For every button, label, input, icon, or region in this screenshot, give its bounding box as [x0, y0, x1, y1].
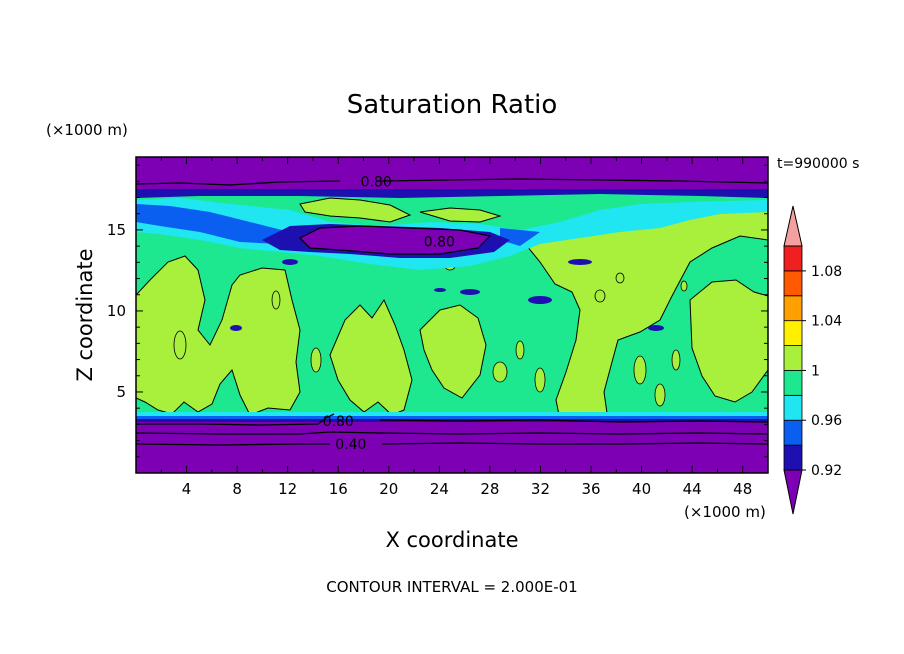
colorbar-segment: [783, 270, 803, 297]
colorbar-tick-label: 1.08: [811, 264, 842, 280]
small-cells: [173, 261, 688, 407]
colorbar-segment: [783, 370, 803, 396]
light-green-region: [419, 207, 502, 223]
colorbar-extend-low: [783, 469, 803, 515]
y-unit-label: (×1000 m): [46, 121, 128, 139]
x-tick-label: 8: [232, 480, 242, 498]
colorbar-segment: [783, 444, 803, 471]
contour-label: 0.80: [323, 414, 354, 430]
plot-area: [136, 157, 768, 473]
time-label: t=990000 s: [777, 156, 859, 172]
bottom-dry-layer: [136, 422, 768, 473]
contour-label: 0.80: [424, 234, 455, 250]
colorbar-tick-label: 0.92: [811, 463, 842, 479]
x-tick-label: 36: [581, 480, 600, 498]
light-green-region: [689, 279, 768, 403]
boundary-strip: [136, 416, 768, 419]
y-axis-ticks: 5 10 15: [107, 164, 768, 458]
top-dry-layer: [136, 157, 768, 189]
colorbar-segment: [783, 394, 803, 421]
contour-label: 0.40: [335, 437, 366, 453]
x-axis-label: X coordinate: [385, 528, 518, 552]
light-green-region: [136, 255, 301, 416]
x-axis-ticks: 4 8 12 16 20 24 28 32 36 40 44 48: [160, 157, 752, 498]
upper-band: [500, 228, 540, 246]
light-green-region: [419, 304, 487, 399]
x-tick-label: 44: [683, 480, 702, 498]
chart-title: Saturation Ratio: [347, 90, 558, 120]
x-tick-label: 48: [733, 480, 752, 498]
boundary-strip: [136, 412, 768, 416]
x-tick-label: 40: [632, 480, 651, 498]
light-green-region: [299, 197, 412, 223]
colorbar-extend-high: [783, 205, 803, 247]
contour-line: [136, 431, 768, 435]
x-tick-label: 4: [182, 480, 192, 498]
x-tick-label: 32: [531, 480, 550, 498]
contour-line: [136, 178, 768, 186]
colorbar-segment: [783, 245, 803, 272]
dark-spots: [230, 259, 664, 331]
x-unit-label: (×1000 m): [684, 503, 766, 521]
colorbar-tick-label: 1: [811, 363, 820, 379]
colorbar-segment: [783, 419, 803, 446]
y-tick-label: 15: [107, 221, 126, 239]
light-green-region: [329, 298, 413, 416]
y-tick-label: 5: [116, 383, 126, 401]
x-tick-label: 12: [278, 480, 297, 498]
x-tick-label: 24: [430, 480, 449, 498]
contour-label: 0.80: [361, 174, 392, 190]
contour-line: [136, 442, 768, 446]
x-tick-label: 16: [329, 480, 348, 498]
y-tick-label: 10: [107, 302, 126, 320]
colorbar-tick-label: 0.96: [811, 413, 842, 429]
colorbar-tick-label: 1.04: [811, 314, 842, 330]
contour-line: [136, 413, 768, 426]
y-axis-label: Z coordinate: [73, 248, 97, 381]
x-tick-label: 28: [480, 480, 499, 498]
x-tick-label: 20: [379, 480, 398, 498]
colorbar-segment: [783, 295, 803, 322]
dry-pocket: [298, 225, 492, 255]
colorbar-segment: [783, 320, 803, 346]
colorbar: 0.92 0.96 1 1.04 1.08: [783, 205, 842, 515]
top-dry-layer-edge: [136, 189, 768, 198]
colorbar-segment: [783, 345, 803, 371]
plot-frame: [135, 156, 769, 474]
contour-interval-note: CONTOUR INTERVAL = 2.000E-01: [326, 578, 577, 596]
contour-labels: 0.80 0.80 0.80 0.40: [323, 174, 455, 453]
